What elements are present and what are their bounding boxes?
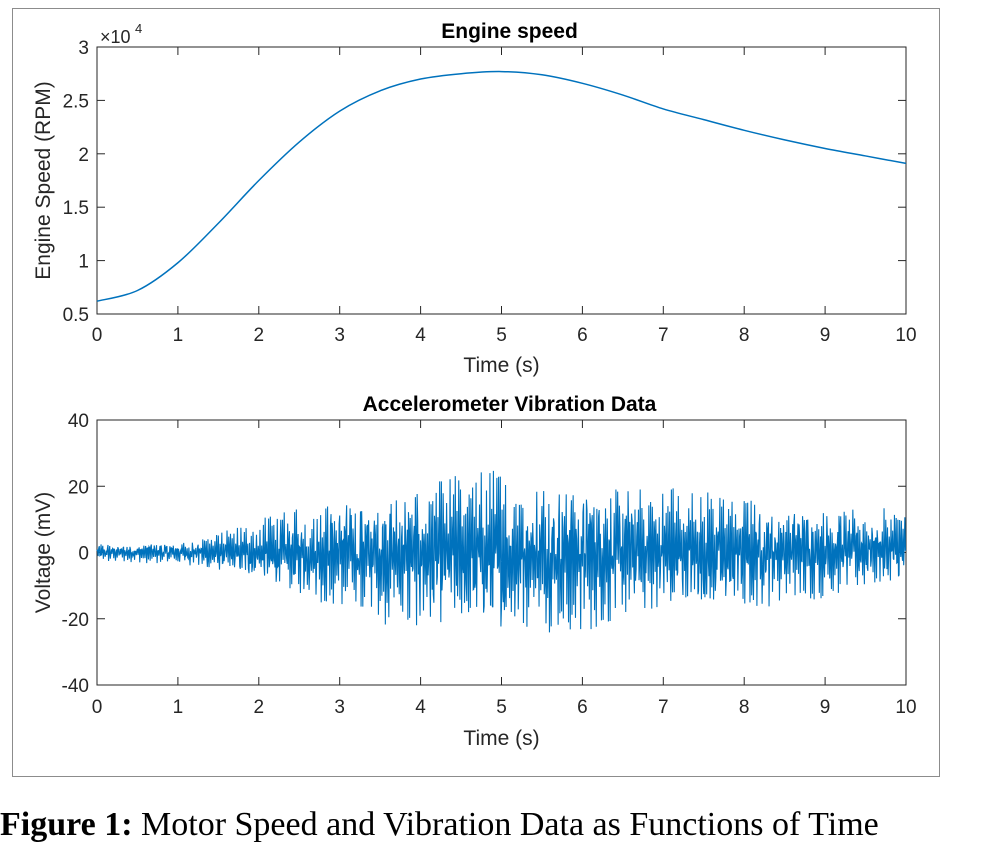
chart1-y-tick-label: 0.5 — [63, 305, 89, 326]
chart2-x-tick-label: 8 — [739, 697, 750, 718]
chart1-x-tick-label: 5 — [496, 325, 507, 346]
chart1-x-tick-label: 1 — [173, 325, 184, 346]
chart1-exponent-power: 4 — [135, 21, 142, 36]
chart1-x-tick-label: 7 — [658, 325, 669, 346]
chart1-y-tick-label: 1.5 — [63, 198, 89, 219]
chart1-y-tick-label: 1 — [78, 252, 89, 273]
chart2-x-tick-label: 9 — [820, 697, 831, 718]
chart2-x-tick-label: 6 — [577, 697, 588, 718]
chart1-title: Engine speed — [441, 20, 578, 43]
chart2-x-tick-label: 1 — [173, 697, 184, 718]
caption-label: Figure 1: — [0, 806, 133, 843]
chart1-x-tick-label: 0 — [92, 325, 103, 346]
figure-caption: Figure 1: Motor Speed and Vibration Data… — [0, 806, 983, 844]
chart2-x-tick-label: 7 — [658, 697, 669, 718]
chart2-x-tick-label: 3 — [334, 697, 345, 718]
chart1-x-tick-label: 4 — [415, 325, 426, 346]
chart2-x-tick-label: 4 — [415, 697, 426, 718]
chart2-x-tick-label: 2 — [254, 697, 265, 718]
chart2-x-tick-label: 5 — [496, 697, 507, 718]
chart1-x-tick-label: 8 — [739, 325, 750, 346]
chart2-x-axis-label: Time (s) — [463, 727, 539, 750]
chart1-x-axis-label: Time (s) — [463, 354, 539, 377]
chart2-y-tick-label: -40 — [62, 676, 89, 697]
chart2-y-tick-label: 40 — [68, 411, 89, 432]
chart1-exponent-base: ×10 — [100, 27, 131, 47]
chart1-x-tick-label: 6 — [577, 325, 588, 346]
caption-text: Motor Speed and Vibration Data as Functi… — [132, 806, 879, 843]
chart2-y-tick-label: 20 — [68, 477, 89, 498]
chart1-x-tick-label: 9 — [820, 325, 831, 346]
chart1-y-axis-label: Engine Speed (RPM) — [32, 81, 55, 279]
chart2-x-tick-label: 0 — [92, 697, 103, 718]
chart1-x-tick-label: 2 — [254, 325, 265, 346]
chart2-y-tick-label: -20 — [62, 610, 89, 631]
chart1-x-tick-label: 10 — [895, 325, 916, 346]
chart2-y-axis-label: Voltage (mV) — [32, 492, 55, 613]
chart2-series-line — [96, 470, 907, 633]
chart1-y-tick-label: 2.5 — [63, 91, 89, 112]
chart1-axes-box — [96, 46, 907, 315]
chart1-x-tick-label: 3 — [334, 325, 345, 346]
chart2-title: Accelerometer Vibration Data — [363, 393, 657, 416]
chart2-y-tick-label: 0 — [78, 544, 89, 565]
chart2-x-tick-label: 10 — [895, 697, 916, 718]
chart1-series-line — [96, 70, 907, 302]
chart1-y-tick-label: 2 — [78, 145, 89, 166]
chart1-y-tick-label: 3 — [78, 38, 89, 59]
